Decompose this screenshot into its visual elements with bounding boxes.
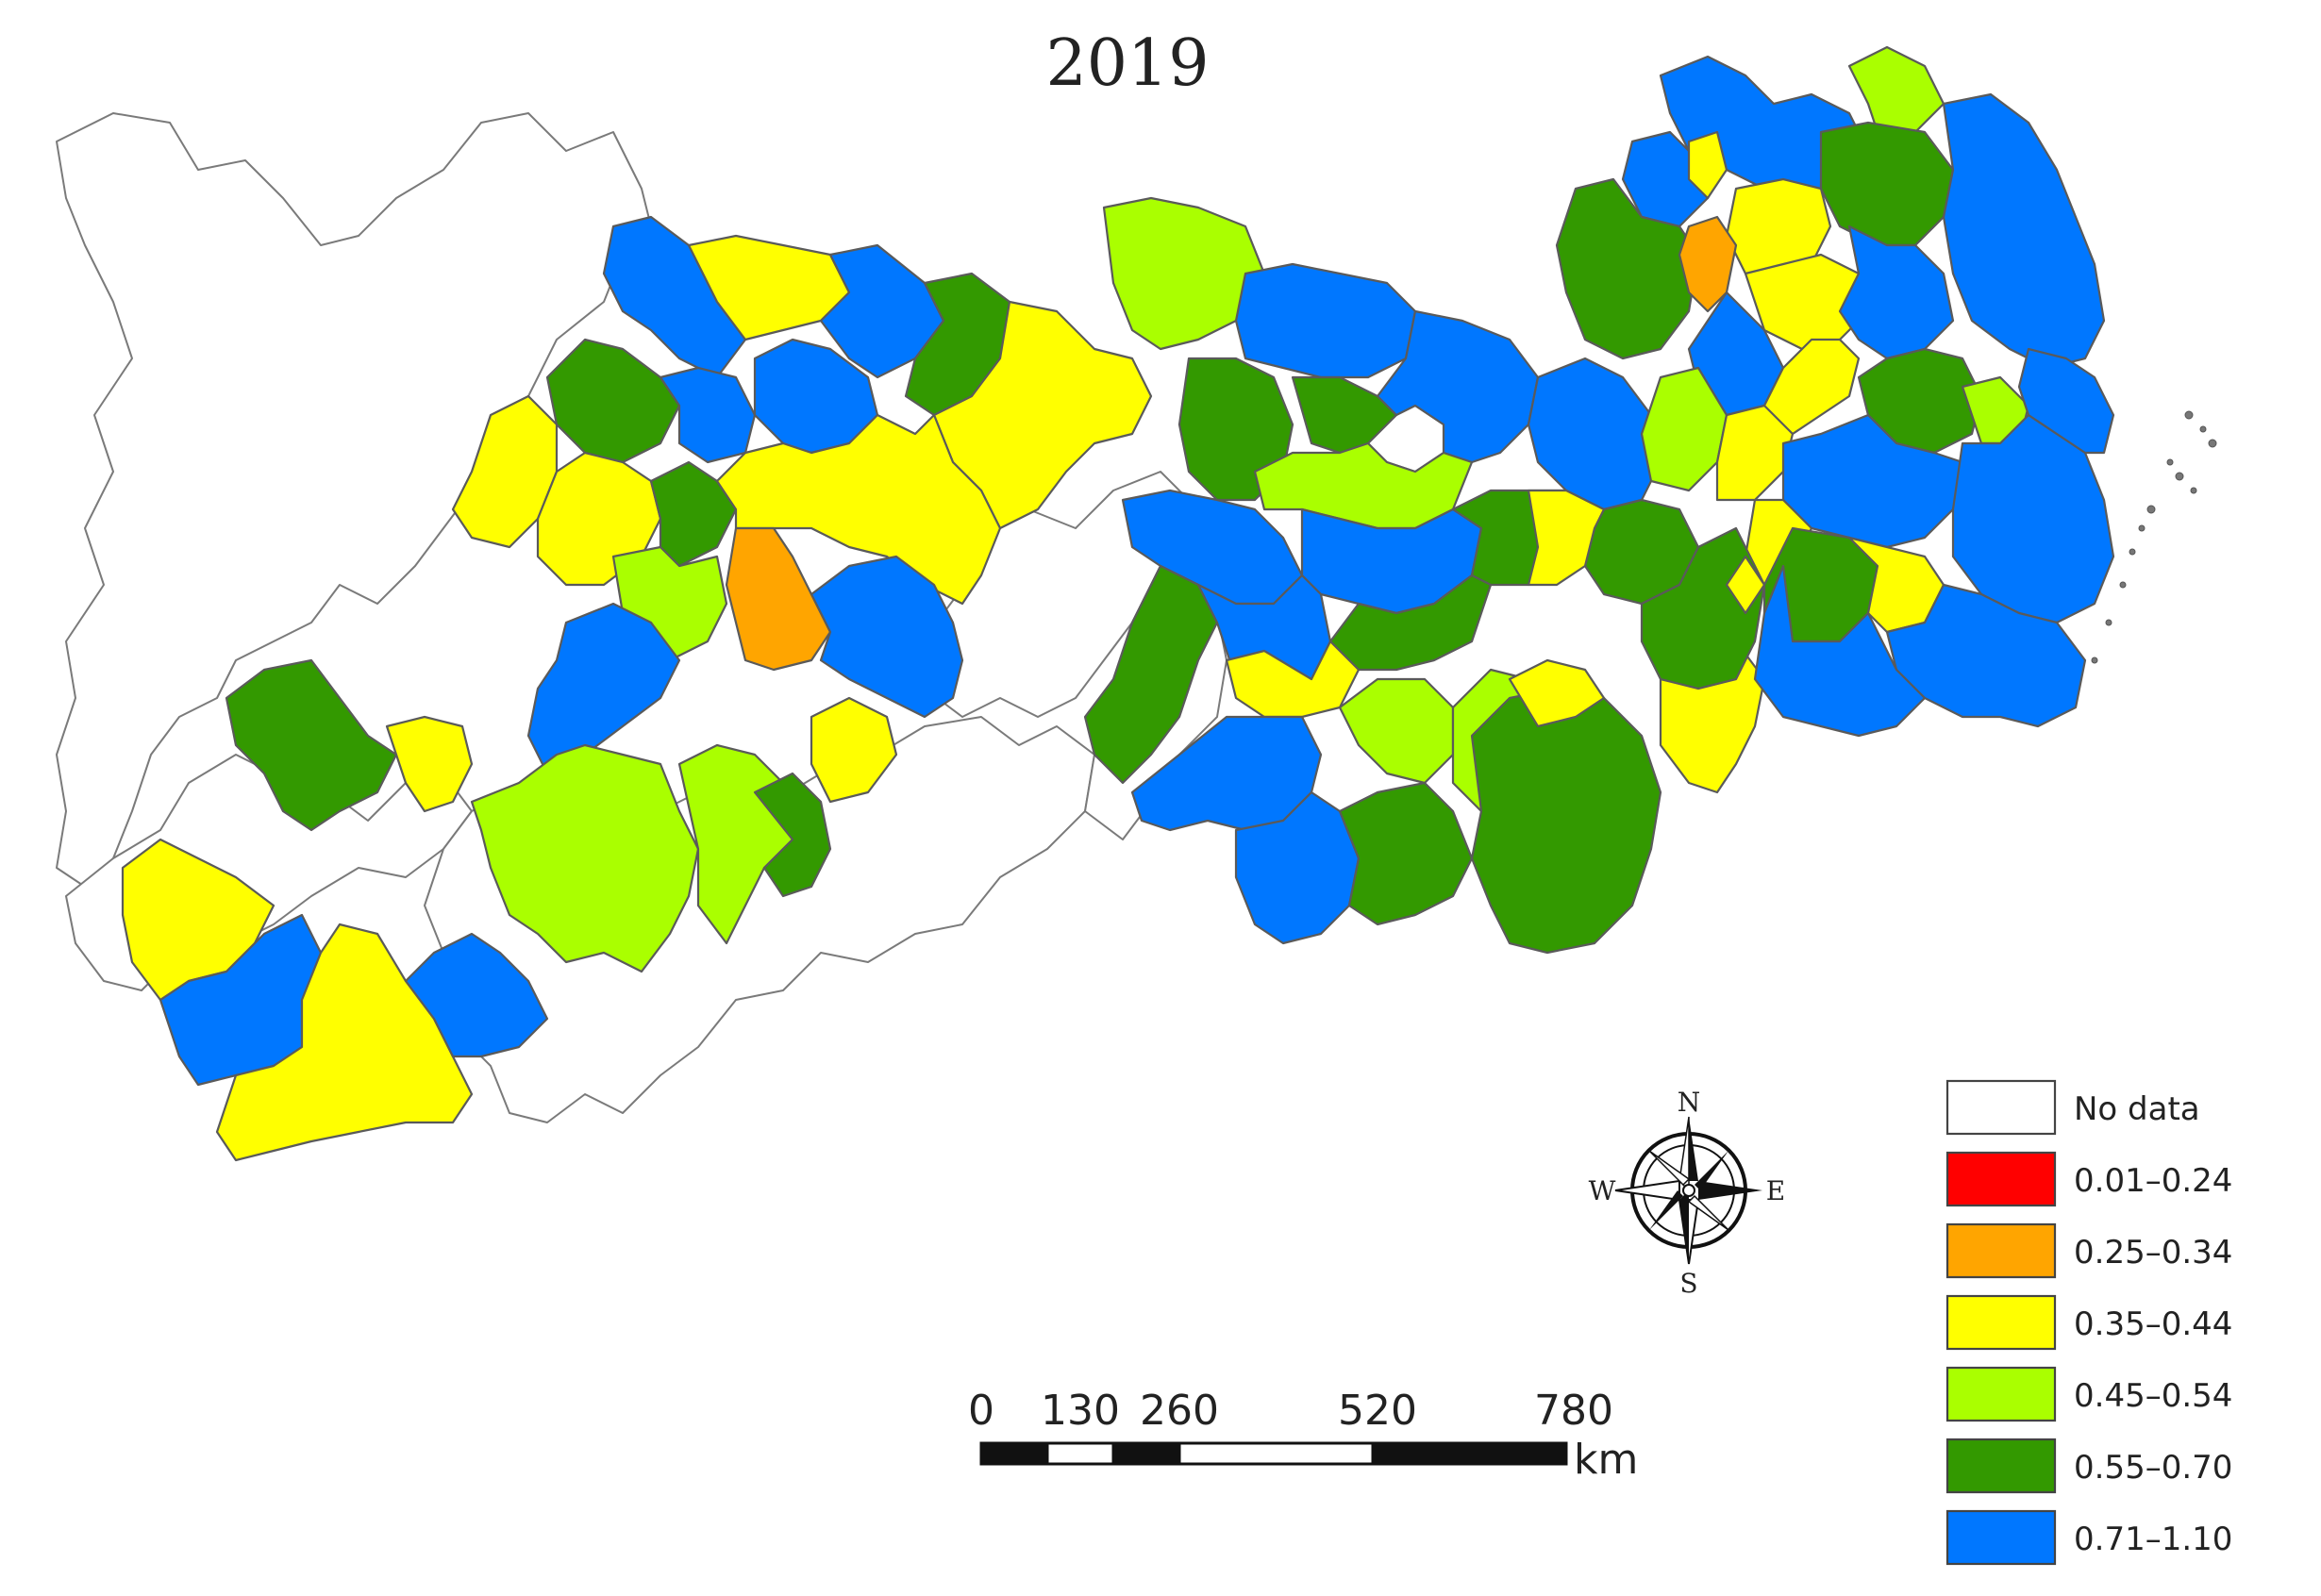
region-yellow-c2: [1508, 658, 1606, 728]
region-green-c5: [1328, 574, 1493, 672]
region-yellow-e9: [1725, 555, 1766, 615]
region-lime-c3: [1338, 677, 1455, 785]
region-yellow-w2: [932, 300, 1153, 530]
legend-label-5: 0.55–0.70: [2074, 1449, 2232, 1487]
region-blue-e9: [2017, 347, 2115, 455]
region-lime-e1: [1847, 45, 1945, 134]
region-orange-w1: [725, 526, 832, 672]
legend-swatch-nodata: [1945, 1079, 2057, 1136]
legend-swatch-6: [1945, 1509, 2057, 1566]
compass-west-point: [1614, 1179, 1680, 1202]
region-blue-e4: [1942, 92, 2106, 370]
region-yellow-w3: [451, 394, 559, 549]
legend: No data 0.01–0.24 0.25–0.34 0.35–0.44 0.…: [1945, 1079, 2232, 1566]
region-green-c2: [1291, 375, 1398, 455]
region-blue-e10: [1753, 564, 1927, 738]
region-yellow-e5: [1715, 404, 1795, 502]
compass-w-label: W: [1589, 1175, 1616, 1206]
region-yellow-w5: [715, 413, 1002, 606]
region-yellow-w7: [385, 715, 474, 813]
legend-item-2: 0.25–0.34: [1945, 1222, 2232, 1279]
scale-tick-260: 260: [1140, 1387, 1219, 1435]
legend-label-1: 0.01–0.24: [2074, 1162, 2232, 1200]
region-blue-e2: [1621, 130, 1710, 228]
region-yellow-e8: [1527, 489, 1606, 587]
region-lime-e4: [1640, 366, 1728, 492]
compass-n-label: N: [1678, 1087, 1701, 1118]
legend-item-4: 0.45–0.54: [1945, 1366, 2232, 1422]
legend-item-3: 0.35–0.44: [1945, 1294, 2232, 1351]
map-title: 2019: [1045, 26, 1209, 101]
legend-label-2: 0.25–0.34: [2074, 1234, 2232, 1272]
legend-swatch-2: [1945, 1222, 2057, 1279]
region-green-e2: [1555, 177, 1700, 360]
legend-item-nodata: No data: [1945, 1079, 2200, 1136]
coastal-islands: [2091, 410, 2217, 664]
region-yellow-c1: [1225, 640, 1361, 719]
classified-regions: [121, 45, 2115, 1162]
region-blue-e5: [1838, 224, 1955, 360]
scale-bar: 0 130 260 520 780 km: [968, 1387, 1638, 1484]
region-lime-w2: [470, 743, 700, 973]
region-green-e3: [1857, 347, 1983, 455]
compass-east-point: [1698, 1181, 1762, 1200]
region-green-e6: [1640, 526, 1766, 690]
scale-tick-520: 520: [1338, 1387, 1417, 1435]
legend-label-3: 0.35–0.44: [2074, 1305, 2232, 1343]
legend-item-5: 0.55–0.70: [1945, 1438, 2232, 1494]
region-west-plateau: [56, 112, 652, 888]
region-orange-e1: [1678, 215, 1738, 313]
legend-label-6: 0.71–1.10: [2074, 1521, 2232, 1558]
legend-label-nodata: No data: [2074, 1090, 2200, 1128]
legend-swatch-1: [1945, 1151, 2057, 1207]
legend-swatch-5: [1945, 1438, 2057, 1494]
scale-unit: km: [1574, 1436, 1638, 1484]
region-yellow-sw2: [215, 923, 474, 1162]
compass-rose: N S E W: [1589, 1087, 1786, 1299]
region-blue-w5: [810, 555, 964, 719]
region-blue-w2: [819, 243, 945, 379]
region-yellow-w6: [810, 696, 898, 804]
region-green-c6: [1338, 781, 1474, 926]
legend-item-6: 0.71–1.10: [1945, 1509, 2232, 1566]
region-blue-sw2: [404, 932, 549, 1058]
region-yellow-e1: [1687, 130, 1728, 200]
region-green-w2: [545, 338, 681, 464]
compass-s-label: S: [1679, 1268, 1697, 1299]
legend-label-4: 0.45–0.54: [2074, 1377, 2232, 1415]
scale-tick-0: 0: [968, 1387, 994, 1435]
legend-swatch-3: [1945, 1294, 2057, 1351]
region-green-w4: [225, 658, 398, 832]
legend-swatch-4: [1945, 1366, 2057, 1422]
compass-e-label: E: [1766, 1175, 1785, 1206]
region-green-w5: [753, 772, 832, 898]
region-blue-w6: [526, 602, 681, 775]
region-blue-e8: [1885, 583, 2087, 728]
region-green-e1: [1819, 121, 1955, 247]
legend-item-1: 0.01–0.24: [1945, 1151, 2232, 1207]
scale-tick-780: 780: [1534, 1387, 1613, 1435]
region-blue-c1: [1234, 262, 1417, 379]
scale-tick-130: 130: [1041, 1387, 1120, 1435]
region-green-c7: [1470, 687, 1662, 955]
region-green-w3: [649, 460, 738, 568]
